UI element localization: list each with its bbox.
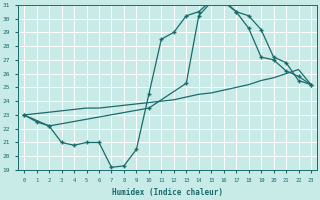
X-axis label: Humidex (Indice chaleur): Humidex (Indice chaleur) — [112, 188, 223, 197]
